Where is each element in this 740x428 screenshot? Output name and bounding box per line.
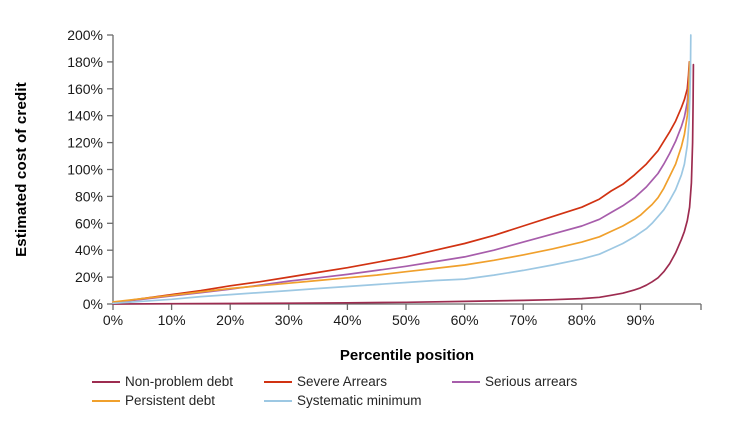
y-tick-label: 160% [67,81,103,97]
x-tick-label: 0% [103,312,123,328]
series-systematic-minimum [112,34,692,305]
y-tick-label: 120% [67,135,103,151]
y-tick-label: 60% [75,215,103,231]
legend-item: Non-problem debt [92,374,264,389]
legend-item: Systematic minimum [264,393,452,408]
chart-legend: Non-problem debt Severe Arrears Serious ar… [92,372,692,410]
series-persistent-debt [112,61,691,303]
x-axis-title: Percentile position [339,347,475,364]
legend-label: Persistent debt [125,393,216,408]
legend-item: Serious arrears [452,374,692,389]
y-tick-label: 100% [67,162,103,178]
y-tick-label: 20% [75,269,103,285]
x-tick-label: 20% [216,312,244,328]
x-tick-label: 10% [158,312,186,328]
legend-item: Severe Arrears [264,374,452,389]
x-tick-label: 50% [392,312,420,328]
x-tick-label: 80% [568,312,596,328]
series-serious-arrears [112,61,691,304]
legend-swatch-persistent-debt [92,399,120,402]
y-tick-label: 200% [67,27,103,43]
legend-swatch-serious-arrears [452,380,480,383]
legend-label: Non-problem debt [125,374,234,389]
legend-label: Serious arrears [485,374,578,389]
x-tick-label: 90% [626,312,654,328]
x-tick-label: 30% [275,312,303,328]
series-severe-arrears [112,61,691,304]
y-tick-label: 180% [67,54,103,70]
axis-lines [112,35,701,305]
y-tick-label: 140% [67,108,103,124]
legend-item: Persistent debt [92,393,264,408]
series-non-problem-debt [112,63,695,305]
x-tick-label: 70% [509,312,537,328]
x-tick-label: 60% [451,312,479,328]
y-tick-label: 80% [75,188,103,204]
x-tick-label: 40% [333,312,361,328]
y-tick-label: 40% [75,242,103,258]
legend-label: Systematic minimum [297,393,422,408]
legend-swatch-severe-arrears [264,380,292,383]
legend-swatch-non-problem-debt [92,380,120,383]
y-tick-label: 0% [83,296,103,312]
legend-swatch-systematic-minimum [264,399,292,402]
legend-label: Severe Arrears [297,374,388,389]
